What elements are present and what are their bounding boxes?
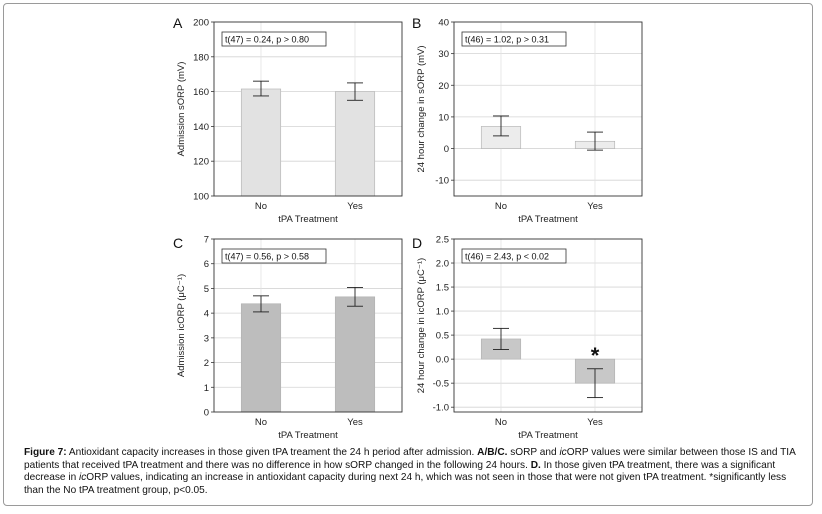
y-tick-label-b: 40 <box>438 18 449 29</box>
axes-frame-a <box>213 21 403 197</box>
caption-text-5: ORP values, indicating an increase in an… <box>24 472 787 496</box>
figure-frame <box>3 3 813 506</box>
x-tick-label-b: Yes <box>587 201 603 212</box>
y-tick-label-d: -1.0 <box>433 403 449 414</box>
y-tick-label-d: 1.5 <box>436 283 449 294</box>
y-tick-label-d: 2.0 <box>436 259 449 270</box>
y-axis-label-c: Admission icORP (μC⁻¹) <box>176 274 187 377</box>
y-tick-label-a: 120 <box>193 157 209 168</box>
axes-frame-c <box>213 238 403 413</box>
axes-frame-d <box>453 238 643 413</box>
bar-a-no <box>240 88 282 197</box>
stat-box-a <box>221 31 327 47</box>
x-axis-label-a: tPA Treatment <box>278 214 338 225</box>
stat-label-b: t(46) = 1.02, p > 0.31 <box>465 35 549 45</box>
stat-box-b <box>461 31 567 47</box>
caption-text-4: In those given tPA treatment, there was … <box>24 459 776 484</box>
plot-area-d <box>454 239 642 412</box>
panel-letter-c: C <box>173 235 183 251</box>
y-tick-label-a: 100 <box>193 192 209 203</box>
bar-a-yes <box>334 91 376 197</box>
y-tick-label-a: 200 <box>193 18 209 29</box>
y-axis-label-b: 24 hour change in sORP (mV) <box>416 45 427 172</box>
panel-letter-a: A <box>173 15 183 31</box>
panel-letter-d: D <box>412 235 422 251</box>
x-tick-label-c: Yes <box>347 417 363 428</box>
x-tick-label-c: No <box>255 417 267 428</box>
y-tick-label-b: 10 <box>438 112 449 123</box>
y-tick-label-b: 30 <box>438 49 449 60</box>
y-tick-label-a: 140 <box>193 122 209 133</box>
y-tick-label-c: 1 <box>204 383 209 394</box>
caption-panel-ref-d: D. <box>530 459 541 471</box>
plot-area-b <box>454 22 642 196</box>
x-tick-label-b: No <box>495 201 507 212</box>
y-tick-label-d: 0.0 <box>436 355 449 366</box>
y-tick-label-d: 0.5 <box>436 331 449 342</box>
y-tick-label-a: 180 <box>193 52 209 63</box>
y-tick-label-a: 160 <box>193 87 209 98</box>
y-tick-label-d: -0.5 <box>433 379 449 390</box>
y-tick-label-b: -10 <box>435 176 449 187</box>
caption-ic-2: ic <box>79 472 87 483</box>
y-tick-label-c: 6 <box>204 259 209 270</box>
y-tick-label-c: 2 <box>204 358 209 369</box>
stat-label-c: t(47) = 0.56, p > 0.58 <box>225 252 309 262</box>
panel-letter-b: B <box>412 15 421 31</box>
x-axis-label-b: tPA Treatment <box>518 214 578 225</box>
y-tick-label-c: 4 <box>204 309 209 320</box>
y-tick-label-c: 5 <box>204 284 209 295</box>
x-tick-label-a: No <box>255 201 267 212</box>
x-tick-label-a: Yes <box>347 201 363 212</box>
stat-label-a: t(47) = 0.24, p > 0.80 <box>225 35 309 45</box>
y-tick-label-d: 1.0 <box>436 307 449 318</box>
y-tick-label-d: 2.5 <box>436 235 449 246</box>
y-tick-label-c: 0 <box>204 408 209 419</box>
bar-c-yes <box>334 296 376 413</box>
caption-text-2: sORP and <box>507 447 560 458</box>
x-axis-label-c: tPA Treatment <box>278 430 338 440</box>
stat-box-d <box>461 248 567 264</box>
axes-frame-b <box>453 21 643 197</box>
caption-ic-1: ic <box>559 447 567 458</box>
caption-text-1: Antioxidant capacity increases in those … <box>66 447 478 458</box>
y-tick-label-c: 7 <box>204 235 209 246</box>
stat-box-c <box>221 248 327 264</box>
caption-text-3: ORP values were similar between those IS… <box>24 447 796 471</box>
y-axis-label-a: Admission sORP (mV) <box>176 62 187 157</box>
bar-c-no <box>240 303 282 413</box>
x-axis-label-d: tPA Treatment <box>518 430 578 440</box>
significance-asterisk: * <box>591 343 600 368</box>
stat-label-d: t(46) = 2.43, p < 0.02 <box>465 252 549 262</box>
figure-caption: Figure 7: Antioxidant capacity increases… <box>24 447 806 497</box>
y-tick-label-c: 3 <box>204 333 209 344</box>
caption-figure-label: Figure 7: <box>24 447 67 458</box>
y-axis-label-d: 24 hour change in icORP (μC⁻¹) <box>416 258 427 393</box>
y-tick-label-b: 20 <box>438 81 449 92</box>
y-tick-label-b: 0 <box>444 144 449 155</box>
x-tick-label-d: Yes <box>587 417 603 428</box>
x-tick-label-d: No <box>495 417 507 428</box>
caption-panel-ref-abc: A/B/C. <box>477 447 508 458</box>
